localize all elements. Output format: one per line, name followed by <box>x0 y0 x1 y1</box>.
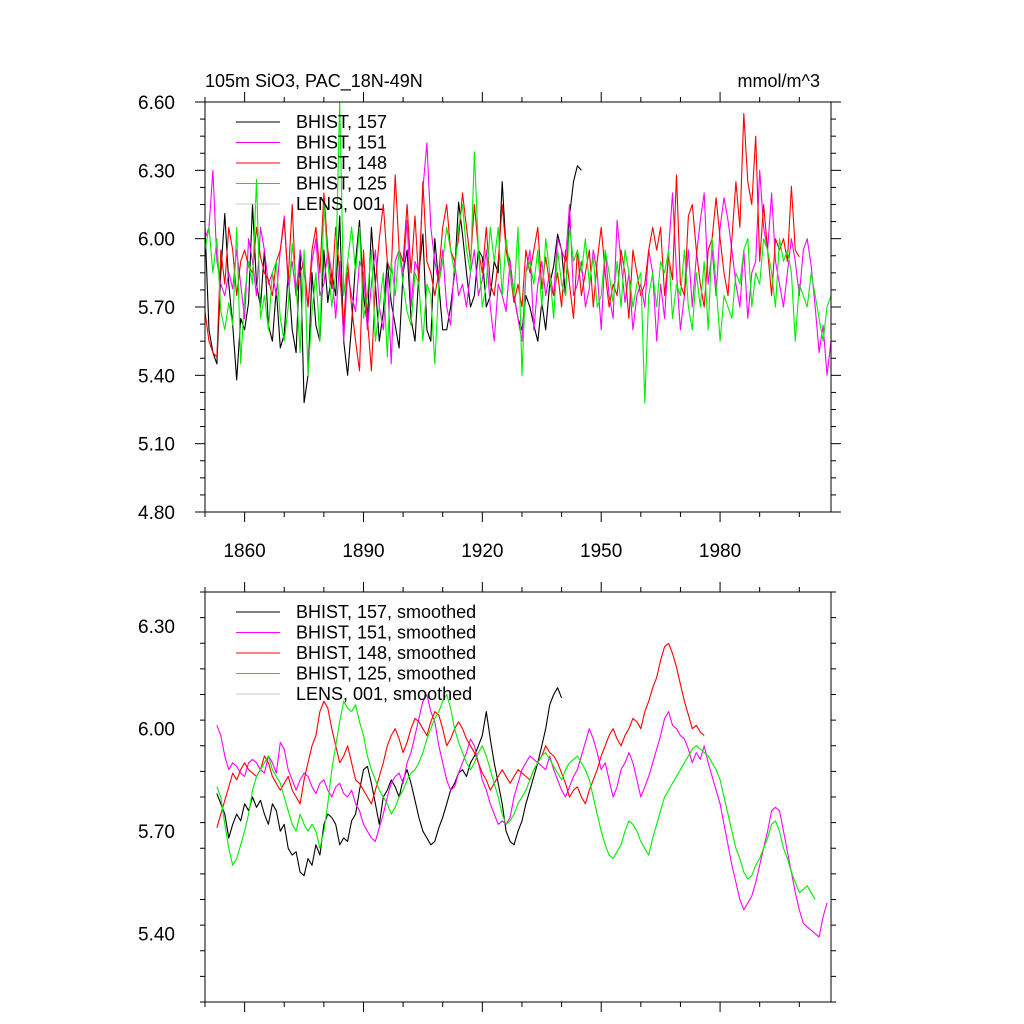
x-tick-label: 1950 <box>580 541 622 562</box>
legend-entry: BHIST, 125 <box>296 174 387 194</box>
legend-entry: BHIST, 151 <box>296 133 387 153</box>
series-line-2 <box>216 642 705 828</box>
legend-entry: BHIST, 125, smoothed <box>296 664 476 684</box>
x-tick-label: 1890 <box>342 541 384 562</box>
series-line-1 <box>216 693 828 938</box>
y-tick-label: 5.40 <box>138 366 175 387</box>
x-tick-label: 1980 <box>699 541 741 562</box>
series-line-2 <box>205 112 800 372</box>
chart-title: 105m SiO3, PAC_18N-49N <box>205 71 423 92</box>
y-tick-label: 6.00 <box>138 720 175 741</box>
top-panel: 105m SiO3, PAC_18N-49N mmol/m^3 1860 1890… <box>138 71 841 562</box>
legend-entry: LENS, 001 <box>296 194 383 214</box>
y-tick-label: 5.10 <box>138 435 175 456</box>
legend-entry: BHIST, 148 <box>296 153 387 173</box>
x-tick-label: 1860 <box>223 541 265 562</box>
series-line-3 <box>216 693 816 900</box>
y-tick-label: 6.30 <box>138 617 175 638</box>
series-line-0 <box>216 687 563 877</box>
series-line-1 <box>205 142 831 376</box>
legend-entry: BHIST, 157 <box>296 112 387 132</box>
series-line-3 <box>205 102 831 404</box>
legend-entry: BHIST, 151, smoothed <box>296 623 476 643</box>
y-tick-label: 6.00 <box>138 230 175 251</box>
y-tick-label: 5.70 <box>138 298 175 319</box>
legend-entry: LENS, 001, smoothed <box>296 684 472 704</box>
series-group <box>216 642 828 938</box>
y-tick-label: 4.80 <box>138 503 175 524</box>
y-tick-label: 5.70 <box>138 822 175 843</box>
units-label: mmol/m^3 <box>738 71 820 91</box>
y-tick-label: 6.60 <box>138 93 175 114</box>
legend-entry: BHIST, 157, smoothed <box>296 602 476 622</box>
y-tick-label: 6.30 <box>138 161 175 182</box>
y-tick-label: 5.40 <box>138 925 175 946</box>
series-group <box>205 102 831 404</box>
legend-entry: BHIST, 148, smoothed <box>296 643 476 663</box>
x-tick-label: 1920 <box>461 541 503 562</box>
